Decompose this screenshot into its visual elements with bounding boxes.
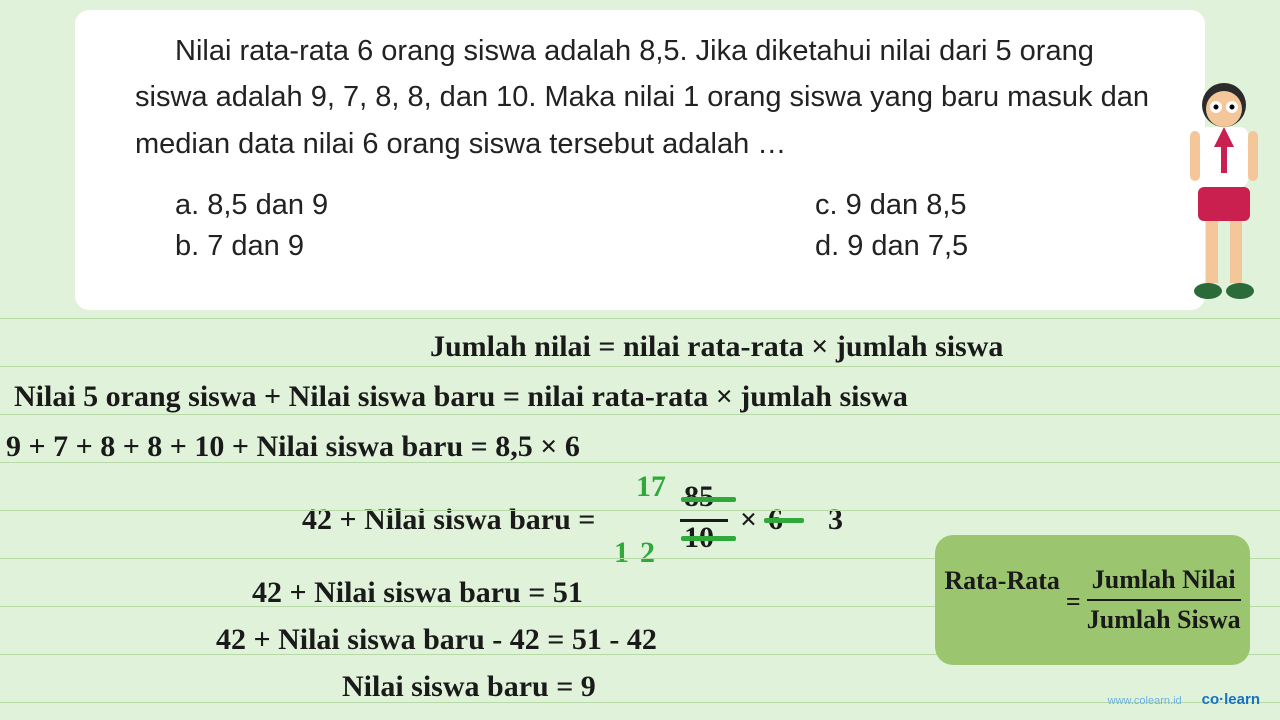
work-line-2: Nilai 5 orang siswa + Nilai siswa baru =… xyxy=(14,380,908,414)
cancel-1: 1 xyxy=(614,536,629,570)
formula-box: Rata-Rata = Jumlah Nilai Jumlah Siswa xyxy=(935,535,1250,665)
formula-equals: = xyxy=(1066,587,1081,635)
times-sign: × xyxy=(740,503,757,537)
cancel-17: 17 xyxy=(636,470,666,504)
strike-mark xyxy=(764,518,804,523)
cancel-2: 2 xyxy=(640,536,655,570)
ruled-line xyxy=(0,366,1280,367)
work-line-5: 42 + Nilai siswa baru = 51 xyxy=(252,576,583,610)
brand-url: www.colearn.id xyxy=(1108,695,1182,707)
work-line-7: Nilai siswa baru = 9 xyxy=(342,670,596,704)
branding: www.colearn.id co·learn xyxy=(1108,691,1260,708)
option-d: d. 9 dan 7,5 xyxy=(815,230,968,263)
strike-mark xyxy=(681,536,736,541)
work-line-1: Jumlah nilai = nilai rata-rata × jumlah … xyxy=(430,330,1003,364)
options-row: a. 8,5 dan 9 b. 7 dan 9 c. 9 dan 8,5 d. … xyxy=(135,189,1165,263)
formula-rhs-top: Jumlah Nilai xyxy=(1087,565,1241,595)
formula-rule xyxy=(1087,599,1241,601)
question-card: Nilai rata-rata 6 orang siswa adalah 8,5… xyxy=(75,10,1205,310)
ruled-line xyxy=(0,702,1280,703)
option-b: b. 7 dan 9 xyxy=(175,230,815,263)
ruled-line xyxy=(0,414,1280,415)
brand-logo: co·learn xyxy=(1202,691,1260,708)
ruled-line xyxy=(0,462,1280,463)
ruled-line xyxy=(0,318,1280,319)
option-c: c. 9 dan 8,5 xyxy=(815,189,968,222)
work-line-6: 42 + Nilai siswa baru - 42 = 51 - 42 xyxy=(216,623,657,657)
strike-mark xyxy=(681,497,736,502)
formula-eq-spacer xyxy=(944,604,1060,634)
formula-rhs-bot: Jumlah Siswa xyxy=(1087,605,1241,635)
question-text: Nilai rata-rata 6 orang siswa adalah 8,5… xyxy=(135,28,1165,167)
work-line-3: 9 + 7 + 8 + 8 + 10 + Nilai siswa baru = … xyxy=(6,430,580,464)
option-a: a. 8,5 dan 9 xyxy=(175,189,815,222)
work-line-4-left: 42 + Nilai siswa baru = xyxy=(302,503,595,537)
ruled-line xyxy=(0,510,1280,511)
student-mascot-icon xyxy=(1180,75,1268,315)
formula-lhs: Rata-Rata xyxy=(944,566,1060,596)
result-three: 3 xyxy=(828,503,843,537)
